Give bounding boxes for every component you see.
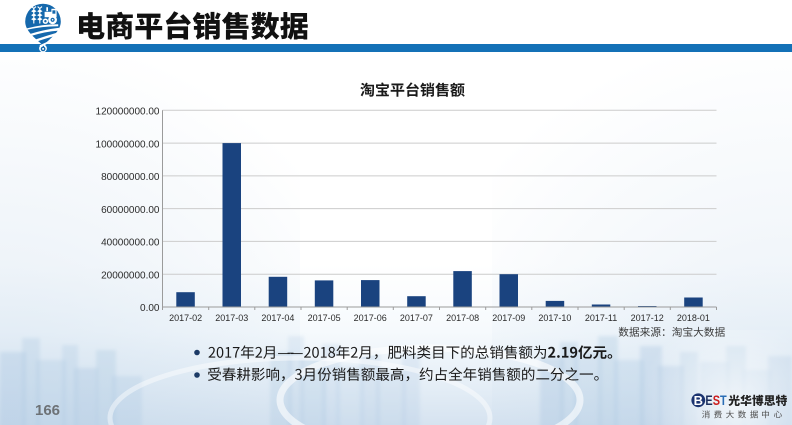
svg-text:2017-10: 2017-10 (538, 313, 571, 323)
svg-text:2017-07: 2017-07 (400, 313, 433, 323)
svg-text:2017-05: 2017-05 (308, 313, 341, 323)
svg-text:2017-04: 2017-04 (261, 313, 294, 323)
svg-text:100000000.00: 100000000.00 (96, 139, 160, 150)
svg-text:0.00: 0.00 (140, 303, 160, 314)
svg-text:EST: EST (705, 393, 727, 408)
svg-text:2017-08: 2017-08 (446, 313, 479, 323)
svg-text:2017-02: 2017-02 (169, 313, 202, 323)
svg-text:2017-11: 2017-11 (585, 313, 617, 323)
svg-text:40000000.00: 40000000.00 (101, 238, 160, 249)
svg-text:2017-03: 2017-03 (215, 313, 248, 323)
svg-text:B: B (694, 393, 703, 408)
svg-text:2018-01: 2018-01 (677, 313, 710, 323)
svg-text:20000000.00: 20000000.00 (101, 270, 160, 281)
svg-text:2017-12: 2017-12 (631, 313, 664, 323)
svg-text:2017-06: 2017-06 (354, 313, 387, 323)
svg-text:60000000.00: 60000000.00 (101, 205, 160, 216)
svg-text:120000000.00: 120000000.00 (96, 107, 160, 118)
svg-text:2017-09: 2017-09 (492, 313, 525, 323)
svg-text:80000000.00: 80000000.00 (101, 172, 160, 183)
